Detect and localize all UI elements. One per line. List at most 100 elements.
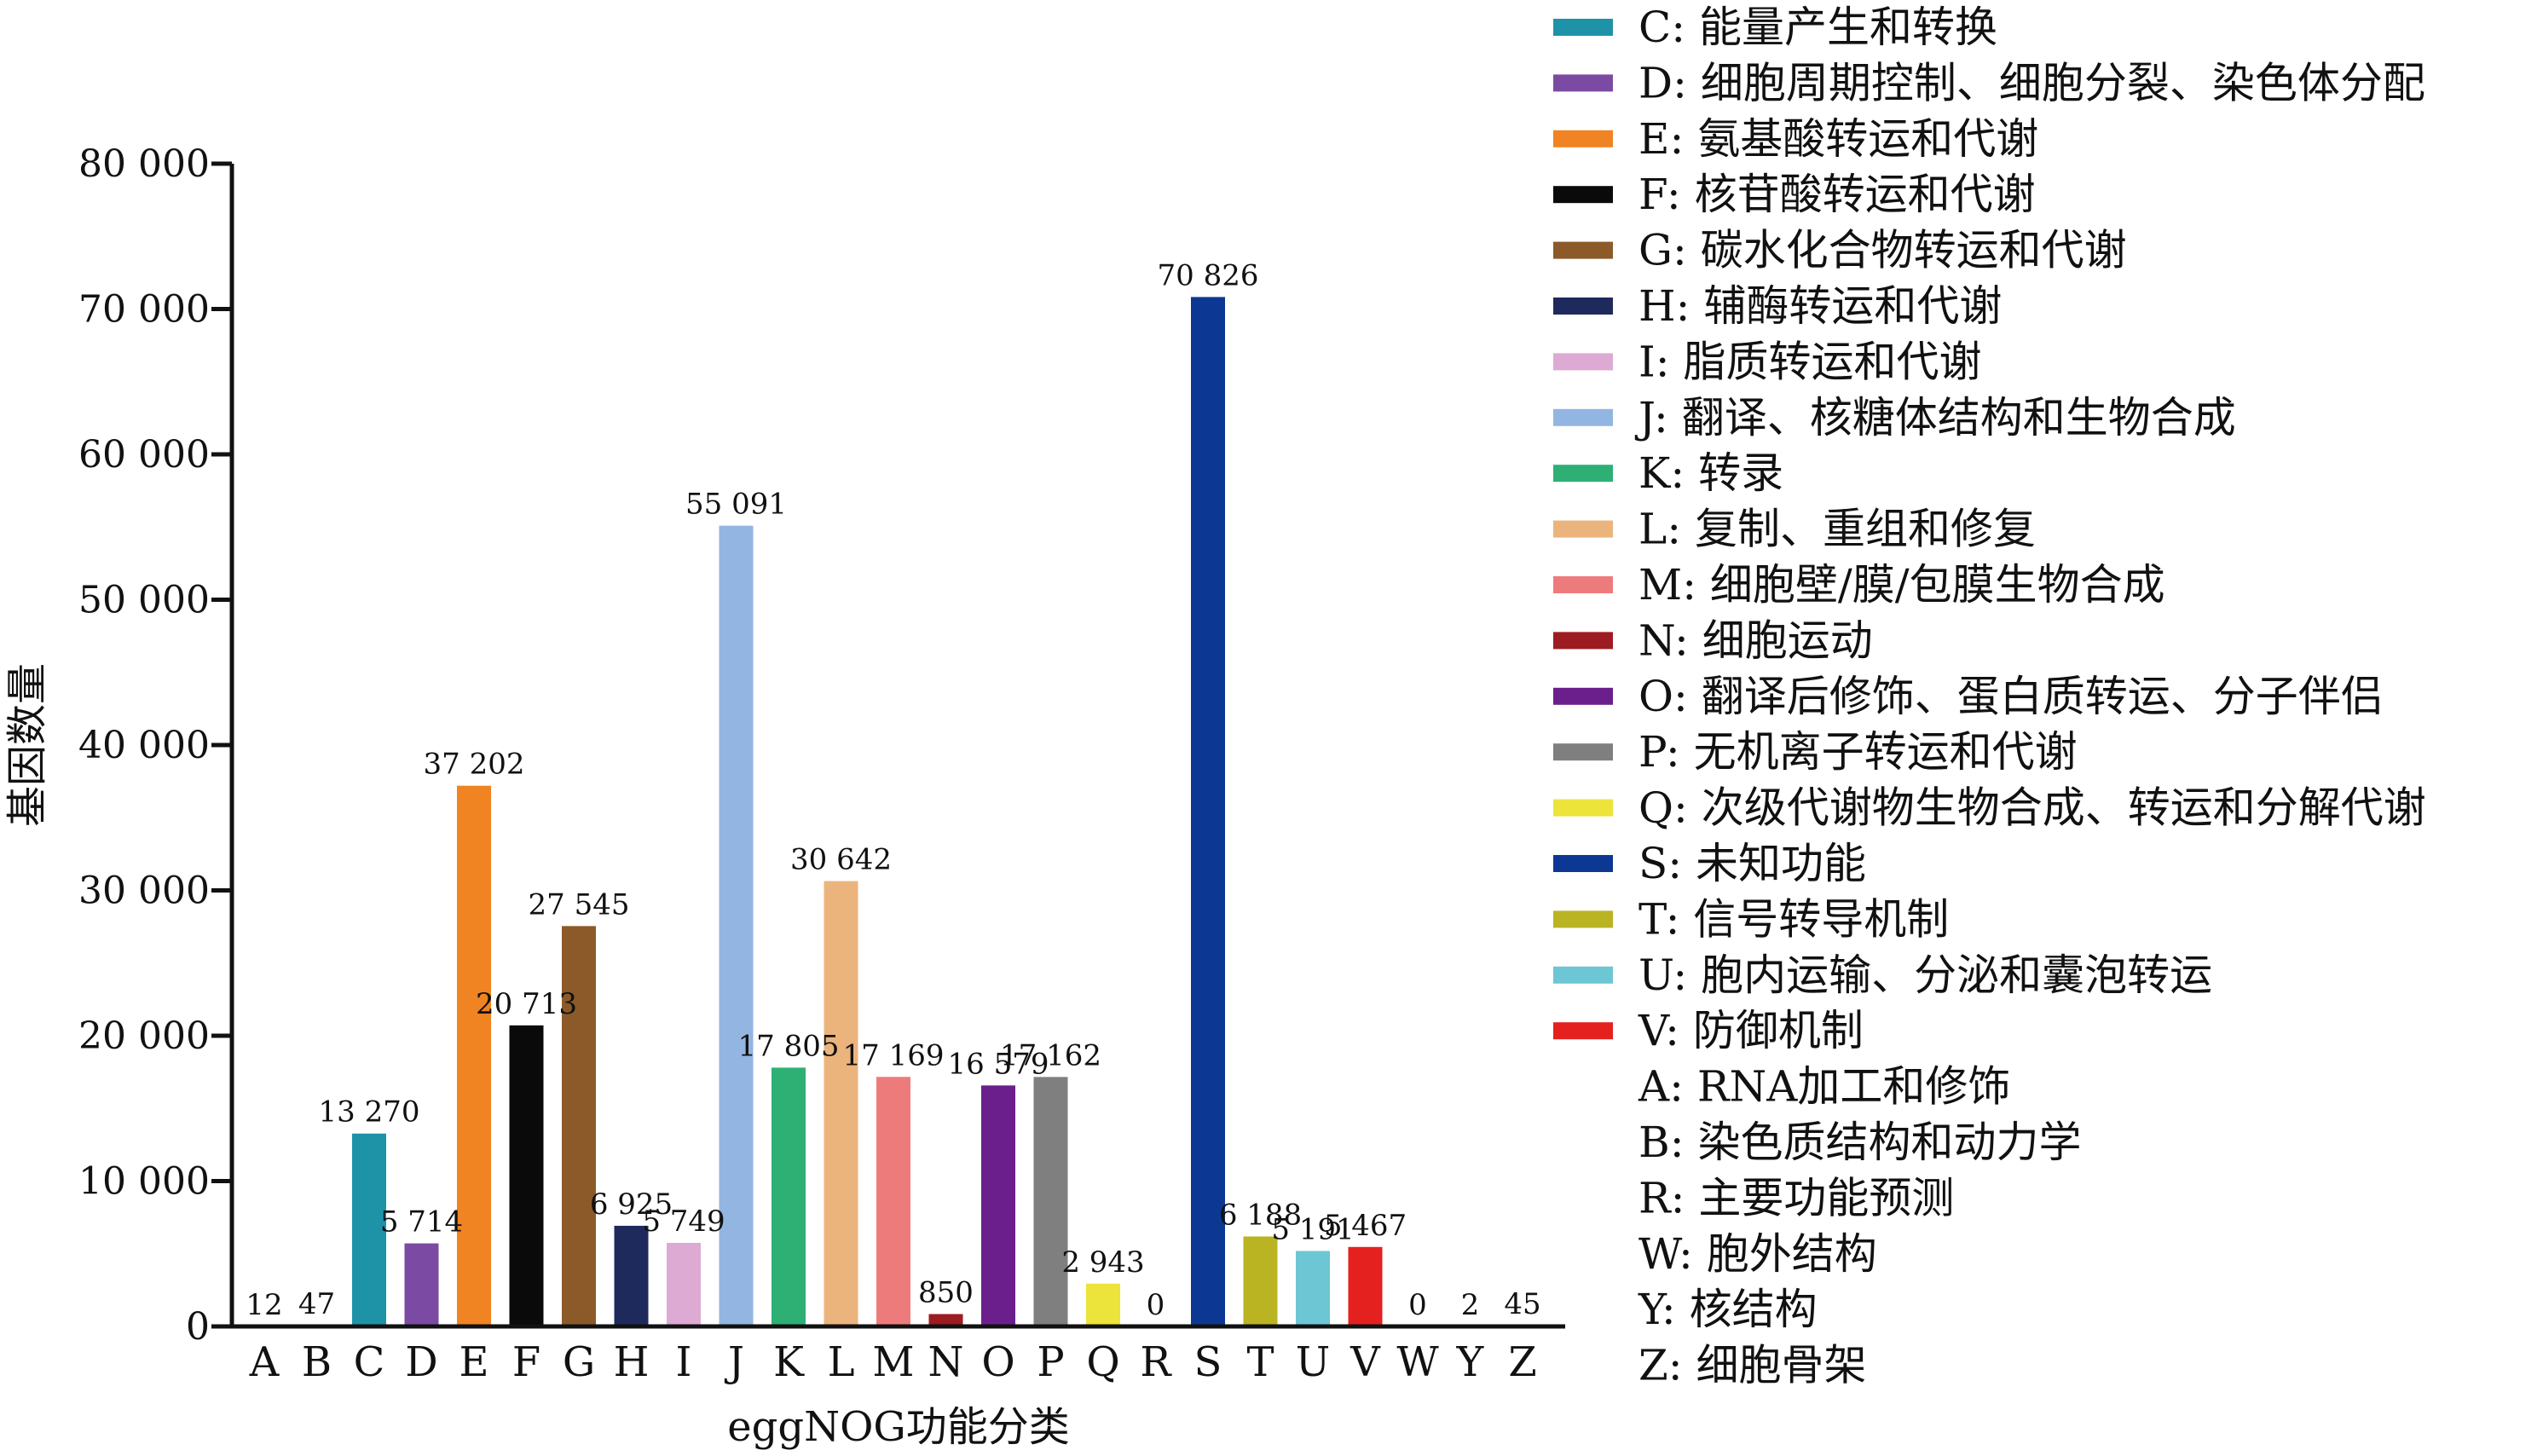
x-tick-label-E: E — [459, 1338, 488, 1386]
bar-D — [405, 1244, 439, 1326]
x-tick-label-F: F — [512, 1338, 540, 1386]
legend-label: B: 染色质结构和动力学 — [1639, 1118, 2081, 1167]
data-label-W: 0 — [1408, 1288, 1427, 1322]
legend-swatch — [1553, 409, 1613, 426]
legend-label: M: 细胞壁/膜/包膜生物合成 — [1639, 560, 2165, 610]
data-label-V: 5 467 — [1324, 1209, 1407, 1243]
x-tick-label-M: M — [872, 1338, 914, 1386]
data-label-A: 12 — [246, 1288, 282, 1322]
x-tick-label-S: S — [1194, 1338, 1222, 1386]
data-label-Z: 45 — [1504, 1287, 1540, 1321]
x-axis-title: eggNOG功能分类 — [727, 1403, 1070, 1451]
bar-O — [981, 1085, 1015, 1326]
data-label-D: 5 714 — [380, 1205, 463, 1239]
legend-swatch — [1553, 688, 1613, 705]
legend-label: I: 脂质转运和代谢 — [1639, 337, 1982, 386]
legend-label: S: 未知功能 — [1639, 839, 1866, 888]
y-tick-label: 80 000 — [78, 142, 210, 186]
bar-Q — [1086, 1284, 1120, 1326]
legend-swatch — [1553, 800, 1613, 817]
legend-swatch — [1553, 130, 1613, 147]
legend-swatch — [1553, 186, 1613, 203]
data-label-N: 850 — [918, 1276, 974, 1310]
y-tick-label: 10 000 — [78, 1160, 210, 1204]
legend: C: 能量产生和转换 D: 细胞周期控制、细胞分裂、染色体分配 E: 氨基酸转运和代… — [1553, 3, 2426, 1390]
legend-label: V: 防御机制 — [1638, 1006, 1864, 1055]
y-tick-label: 60 000 — [78, 433, 210, 477]
legend-label: O: 翻译后修饰、蛋白质转运、分子伴侣 — [1639, 672, 2384, 721]
x-tick-label-Y: Y — [1456, 1338, 1485, 1386]
legend-swatch — [1553, 465, 1613, 482]
legend-label: C: 能量产生和转换 — [1639, 3, 1997, 52]
data-label-Y: 2 — [1461, 1288, 1480, 1322]
data-label-G: 27 545 — [529, 887, 630, 922]
data-label-R: 0 — [1147, 1288, 1165, 1322]
legend-label: G: 碳水化合物转运和代谢 — [1639, 226, 2127, 275]
bar-L — [824, 881, 858, 1326]
bar-S — [1191, 297, 1225, 1326]
data-label-F: 20 713 — [476, 987, 577, 1021]
x-tick-label-B: B — [302, 1338, 332, 1386]
legend-label: U: 胞内运输、分泌和囊泡转运 — [1639, 950, 2212, 1000]
legend-swatch — [1553, 743, 1613, 760]
legend-swatch — [1553, 576, 1613, 593]
legend-swatch — [1553, 521, 1613, 538]
x-tick-label-I: I — [676, 1338, 692, 1386]
data-label-K: 17 805 — [738, 1029, 840, 1063]
legend-label: R: 主要功能预测 — [1639, 1173, 1954, 1222]
legend-label: A: RNA加工和修饰 — [1638, 1062, 2010, 1112]
legend-label: W: 胞外结构 — [1639, 1229, 1877, 1279]
data-label-C: 13 270 — [319, 1095, 420, 1130]
legend-label: F: 核苷酸转运和代谢 — [1639, 170, 2036, 219]
bar-E — [457, 786, 491, 1326]
data-label-L: 30 642 — [790, 843, 892, 877]
x-tick-label-K: K — [773, 1338, 805, 1386]
legend-label: T: 信号转导机制 — [1639, 894, 1949, 944]
x-tick-label-R: R — [1140, 1338, 1172, 1386]
data-label-E: 37 202 — [424, 748, 525, 782]
legend-label: P: 无机离子转运和代谢 — [1639, 727, 2078, 777]
x-tick-label-Q: Q — [1086, 1338, 1119, 1386]
legend-label: D: 细胞周期控制、细胞分裂、染色体分配 — [1639, 58, 2425, 107]
y-tick-label: 20 000 — [78, 1014, 210, 1058]
bars-layer — [247, 297, 1540, 1326]
y-tick-label: 40 000 — [78, 724, 210, 767]
legend-label: H: 辅酶转运和代谢 — [1639, 281, 2002, 331]
bar-V — [1349, 1247, 1383, 1326]
legend-label: J: 翻译、核糖体结构和生物合成 — [1634, 393, 2236, 442]
legend-label: N: 细胞运动 — [1639, 615, 1873, 665]
legend-swatch — [1553, 632, 1613, 649]
x-tick-label-N: N — [928, 1338, 964, 1386]
bar-F — [510, 1026, 544, 1326]
legend-label: L: 复制、重组和修复 — [1639, 505, 2036, 554]
x-tick-label-J: J — [724, 1338, 744, 1386]
x-tick-label-P: P — [1037, 1338, 1064, 1386]
legend-swatch — [1553, 967, 1613, 984]
bar-K — [772, 1067, 806, 1326]
bar-H — [615, 1226, 649, 1326]
legend-swatch — [1553, 298, 1613, 315]
bar-M — [876, 1077, 910, 1326]
data-label-B: 47 — [298, 1287, 335, 1321]
x-tick-label-H: H — [614, 1338, 650, 1386]
data-label-S: 70 826 — [1158, 258, 1259, 292]
legend-label: Y: 核结构 — [1638, 1285, 1818, 1334]
bar-G — [562, 926, 596, 1326]
x-tick-label-G: G — [563, 1338, 595, 1386]
y-tick-label: 30 000 — [78, 870, 210, 913]
legend-swatch — [1553, 855, 1613, 872]
legend-swatch — [1553, 910, 1613, 927]
legend-label: E: 氨基酸转运和代谢 — [1639, 114, 2038, 164]
x-tick-label-L: L — [828, 1338, 855, 1386]
x-tick-label-D: D — [405, 1338, 437, 1386]
y-tick-label: 50 000 — [78, 579, 210, 622]
data-label-M: 17 169 — [843, 1038, 945, 1072]
y-tick-label: 0 — [186, 1305, 210, 1349]
bar-U — [1296, 1251, 1330, 1326]
x-tick-label-U: U — [1296, 1338, 1330, 1386]
legend-swatch — [1553, 1022, 1613, 1039]
legend-swatch — [1553, 353, 1613, 370]
